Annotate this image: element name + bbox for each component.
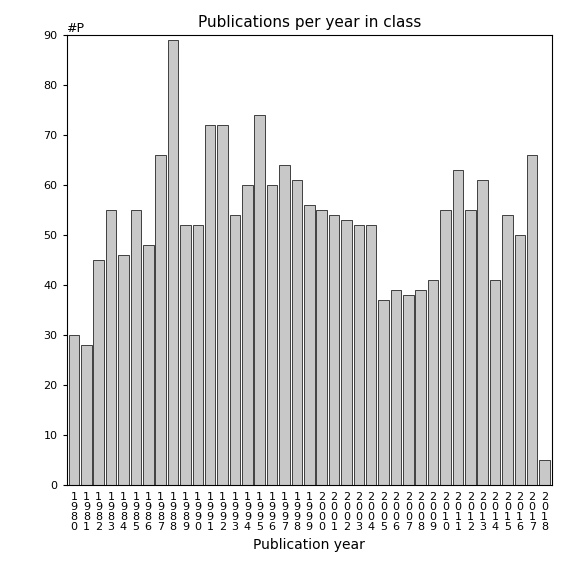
Bar (217, 125, 228, 485)
Bar (354, 225, 364, 485)
Bar (279, 165, 290, 485)
Bar (106, 210, 116, 485)
Bar (242, 185, 252, 485)
Bar (130, 210, 141, 485)
Bar (230, 215, 240, 485)
Bar (304, 205, 315, 485)
Title: Publications per year in class: Publications per year in class (197, 15, 421, 30)
Bar (69, 335, 79, 485)
Bar (465, 210, 476, 485)
Bar (168, 40, 178, 485)
Bar (291, 180, 302, 485)
Bar (514, 235, 525, 485)
Bar (316, 210, 327, 485)
Bar (366, 225, 376, 485)
Bar (403, 295, 413, 485)
Bar (329, 215, 339, 485)
Bar (193, 225, 203, 485)
Bar (440, 210, 451, 485)
X-axis label: Publication year: Publication year (253, 538, 365, 552)
Bar (502, 215, 513, 485)
Bar (391, 290, 401, 485)
Bar (267, 185, 277, 485)
Bar (477, 180, 488, 485)
Bar (81, 345, 92, 485)
Text: #P: #P (66, 22, 84, 35)
Bar (180, 225, 191, 485)
Bar (527, 155, 538, 485)
Bar (428, 280, 438, 485)
Bar (539, 460, 550, 485)
Bar (452, 170, 463, 485)
Bar (118, 255, 129, 485)
Bar (94, 260, 104, 485)
Bar (255, 115, 265, 485)
Bar (490, 280, 500, 485)
Bar (416, 290, 426, 485)
Bar (155, 155, 166, 485)
Bar (205, 125, 215, 485)
Bar (341, 220, 352, 485)
Bar (143, 245, 154, 485)
Bar (378, 300, 389, 485)
